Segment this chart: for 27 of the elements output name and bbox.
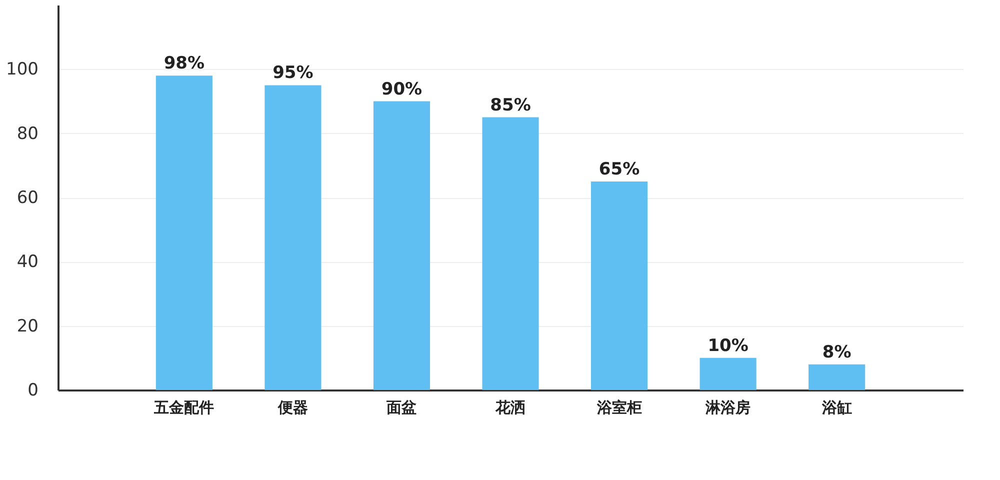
bar [700, 358, 756, 390]
data-label: 10% [708, 336, 748, 356]
x-tick-label: 便器 [276, 398, 308, 416]
x-tick-label: 面盆 [386, 398, 417, 416]
y-tick-label: 20 [16, 316, 38, 336]
x-tick-label: 花洒 [494, 398, 526, 416]
y-tick-label: 40 [16, 252, 38, 272]
data-label: 98% [164, 54, 205, 74]
y-tick-label: 100 [6, 60, 38, 80]
x-tick-label: 淋浴房 [704, 398, 751, 416]
bar [373, 101, 430, 390]
y-tick-label: 60 [16, 188, 38, 208]
bar [156, 76, 212, 390]
x-tick-label: 五金配件 [153, 398, 214, 416]
data-label: 65% [598, 159, 640, 180]
bar [482, 117, 539, 390]
y-tick-label: 0 [28, 380, 38, 400]
bar [264, 85, 322, 390]
y-tick-label: 80 [16, 124, 38, 144]
bar [808, 364, 866, 390]
x-tick-label: 浴缸 [820, 398, 852, 416]
data-label: 85% [490, 95, 531, 116]
data-label: 95% [272, 63, 314, 84]
x-tick-label: 浴室柜 [596, 398, 642, 416]
bar [590, 181, 648, 390]
data-label: 90% [381, 79, 422, 100]
data-label: 8% [822, 342, 852, 362]
